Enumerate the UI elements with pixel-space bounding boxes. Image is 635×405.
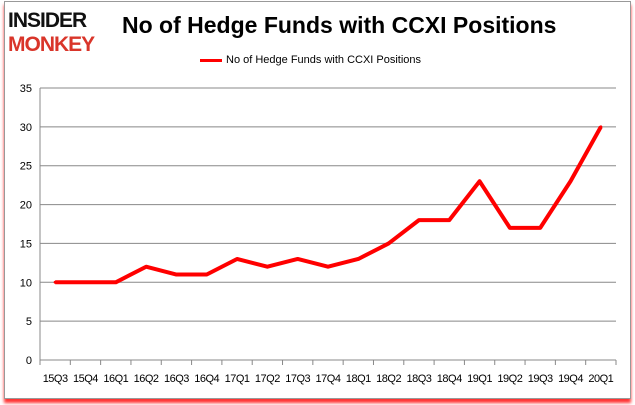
data-point [417,218,421,222]
y-tick-label: 5 [26,316,32,328]
y-tick-label: 30 [20,122,32,134]
x-tick-label: 17Q3 [285,373,310,385]
x-tick-label: 16Q2 [134,373,159,385]
data-point [205,273,209,277]
y-tick-label: 25 [20,161,32,173]
x-tick-label: 19Q3 [528,373,553,385]
data-point [296,257,300,261]
data-point [265,265,269,269]
x-tick-label: 17Q1 [225,373,250,385]
x-tick-label: 18Q1 [346,373,371,385]
x-tick-label: 15Q3 [43,373,68,385]
y-tick-label: 10 [20,277,32,289]
data-point [387,241,391,245]
x-tick-label: 17Q2 [255,373,280,385]
data-point [114,280,118,284]
chart-frame [4,1,631,399]
data-point [447,218,451,222]
legend: No of Hedge Funds with CCXI Positions [200,54,421,66]
x-tick-label: 18Q4 [437,373,462,385]
data-point [356,257,360,261]
x-tick-label: 19Q1 [467,373,492,385]
data-point [174,273,178,277]
legend-swatch [200,58,222,62]
y-tick-label: 20 [20,200,32,212]
y-tick-label: 35 [20,83,32,95]
x-tick-label: 17Q4 [316,373,341,385]
svg-text:MONKEY: MONKEY [8,33,95,53]
x-tick-label: 18Q2 [376,373,401,385]
data-point [83,280,87,284]
chart-title: No of Hedge Funds with CCXI Positions [122,12,557,38]
x-tick-label: 15Q4 [73,373,98,385]
insider-monkey-logo: INSIDER MONKEY [8,9,96,53]
y-tick-label: 0 [26,355,32,367]
x-tick-label: 19Q4 [558,373,583,385]
data-point [478,179,482,183]
data-point [569,179,573,183]
x-tick-label: 16Q3 [164,373,189,385]
x-tick-label: 19Q2 [497,373,522,385]
data-point [144,265,148,269]
data-point [53,280,57,284]
x-tick-label: 20Q1 [588,373,613,385]
x-tick-label: 16Q1 [103,373,128,385]
data-point [508,226,512,230]
data-point [326,265,330,269]
data-point [235,257,239,261]
data-point [599,125,603,129]
x-tick-label: 16Q4 [194,373,219,385]
legend-label: No of Hedge Funds with CCXI Positions [226,54,422,66]
svg-text:INSIDER: INSIDER [8,9,87,32]
y-tick-label: 15 [20,238,32,250]
x-tick-label: 18Q3 [406,373,431,385]
data-point [538,226,542,230]
